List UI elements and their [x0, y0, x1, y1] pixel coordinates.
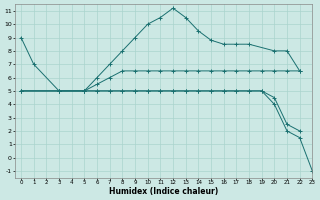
X-axis label: Humidex (Indice chaleur): Humidex (Indice chaleur)	[109, 187, 218, 196]
